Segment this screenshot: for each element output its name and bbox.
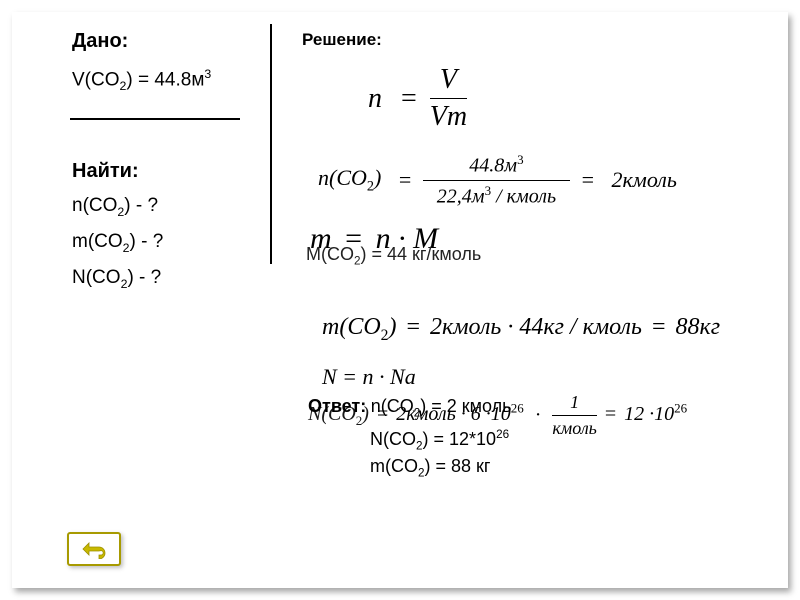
- f6-frac-num: 1: [552, 392, 597, 416]
- f4-eq2: =: [648, 314, 670, 340]
- f6-sup: 26: [511, 400, 524, 415]
- molar-mass-text: M(CO2) = 44 кг/кмоль: [306, 244, 481, 268]
- find3-post: ) - ?: [127, 267, 161, 288]
- ans3-post: ) = 88 кг: [425, 456, 491, 476]
- back-button[interactable]: [67, 532, 121, 566]
- ans2-post: ) = 12*10: [423, 429, 497, 449]
- f2-den-sup: 3: [485, 183, 492, 198]
- find2-sub: 2: [123, 241, 130, 255]
- f2-den-b: / кмоль: [496, 185, 556, 207]
- f6-dot: ·: [529, 404, 548, 427]
- f4-b: 88кг: [675, 314, 720, 340]
- f6-eq: =: [374, 403, 391, 425]
- f2-num-sup: 3: [517, 152, 524, 167]
- find2-post: ) - ?: [130, 231, 164, 252]
- f2-lhs-post: ): [374, 165, 381, 190]
- formula-m-co2-calc: m(CO2) = 2кмоль · 44кг / кмоль = 88кг: [322, 314, 720, 345]
- molar-pre: M(CO: [306, 244, 354, 264]
- molar-post: ) = 44 кг/кмоль: [361, 244, 482, 264]
- find1-pre: n(CO: [72, 195, 117, 216]
- f2-lhs: n(CO2): [312, 165, 387, 195]
- f2-fraction: 44.8м3 22,4м3 / кмоль: [423, 152, 570, 208]
- f2-lhs-sub: 2: [367, 178, 374, 194]
- f2-den: 22,4м3 / кмоль: [423, 181, 570, 209]
- f6-a: 2кмоль · 6 ·10: [396, 403, 510, 425]
- f4-post: ): [388, 314, 396, 340]
- formula-n-equals-v-over-vm: n = V Vm: [362, 64, 467, 133]
- find2-pre: m(CO: [72, 231, 123, 252]
- f6-eq2: =: [602, 403, 619, 425]
- f2-lhs-pre: n(CO: [318, 165, 367, 190]
- given-v-pre: V(CO: [72, 69, 120, 90]
- find-line-3: N(CO2) - ?: [72, 267, 163, 291]
- u-turn-arrow-icon: [77, 539, 111, 559]
- find-line-2: m(CO2) - ?: [72, 231, 163, 255]
- formula-N-equals-nNa: N = n · Na: [322, 364, 416, 390]
- f2-num-a: 44.8м: [469, 155, 517, 177]
- f6-pre: N(CO: [308, 403, 356, 425]
- f2-den-a: 22,4м: [437, 185, 485, 207]
- ans3-pre: m(CO: [370, 456, 418, 476]
- find-line-1: n(CO2) - ?: [72, 195, 163, 219]
- f6-frac-den: кмоль: [552, 416, 597, 439]
- given-title: Дано:: [72, 30, 211, 53]
- f6-b: 12 ·10: [624, 403, 674, 425]
- f1-fraction: V Vm: [430, 64, 467, 133]
- f1-den: Vm: [430, 99, 467, 133]
- given-v-post: ) = 44.8м: [126, 69, 204, 90]
- f6-post: ): [362, 403, 369, 425]
- f6-b-sup: 26: [674, 400, 687, 415]
- ans2-sup: 26: [496, 428, 509, 441]
- f4-a: 2кмоль · 44кг / кмоль: [430, 314, 642, 340]
- find1-post: ) - ?: [124, 195, 158, 216]
- f6-fraction: 1 кмоль: [552, 392, 597, 439]
- f4-pre: m(CO: [322, 314, 381, 340]
- f2-eq: =: [393, 167, 417, 193]
- given-value-line: V(CO2) = 44.8м3: [72, 67, 211, 93]
- solution-title: Решение:: [302, 30, 382, 50]
- f2-eq2: =: [576, 167, 600, 193]
- find3-pre: N(CO: [72, 267, 121, 288]
- f1-eq: =: [395, 83, 423, 115]
- f4-eq: =: [402, 314, 424, 340]
- answer-3: m(CO2) = 88 кг: [370, 456, 491, 480]
- slide-content: Дано: V(CO2) = 44.8м3 Найти: n(CO2) - ? …: [12, 12, 788, 588]
- formula-n-co2-calc: n(CO2) = 44.8м3 22,4м3 / кмоль = 2кмоль: [312, 152, 683, 208]
- vertical-divider: [270, 24, 272, 264]
- given-v-sup: 3: [204, 67, 211, 81]
- answer-2: N(CO2) = 12*1026: [370, 428, 509, 453]
- horizontal-divider: [70, 118, 240, 120]
- f1-lhs: n: [362, 83, 388, 115]
- f1-num: V: [430, 64, 467, 99]
- find-title: Найти:: [72, 160, 163, 183]
- f4-lhs: m(CO2): [322, 314, 396, 340]
- ans2-pre: N(CO: [370, 429, 416, 449]
- find-block: Найти: n(CO2) - ? m(CO2) - ? N(CO2) - ?: [72, 160, 163, 290]
- f2-rhs: 2кмоль: [605, 167, 682, 193]
- given-block: Дано: V(CO2) = 44.8м3: [72, 30, 211, 93]
- f2-num: 44.8м3: [423, 152, 570, 181]
